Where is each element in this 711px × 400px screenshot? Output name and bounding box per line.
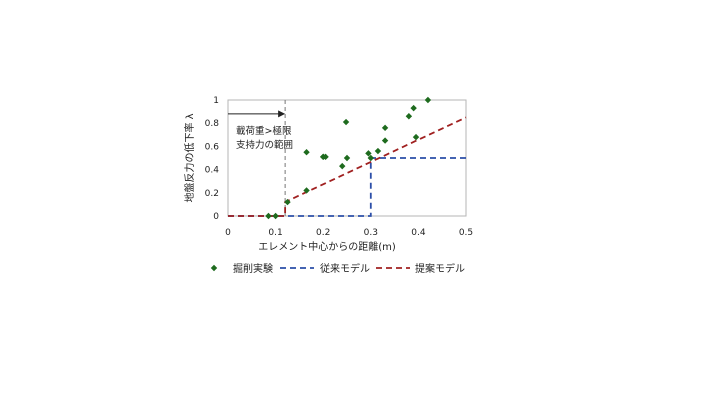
- y-tick-label: 0: [213, 212, 219, 222]
- legend-label: 従来モデル: [320, 262, 370, 275]
- y-tick-label: 0.8: [205, 119, 220, 129]
- x-tick-labels: 0 0.1 0.2 0.3 0.4 0.5: [225, 228, 473, 238]
- data-point: [405, 113, 413, 120]
- data-point: [367, 154, 374, 162]
- x-tick-label: 0.4: [411, 228, 426, 238]
- data-point: [412, 133, 420, 141]
- y-axis-label: 地盤反力の低下率 λ: [183, 113, 196, 202]
- annotation-line-2: 支持力の範囲: [236, 139, 293, 151]
- y-tick-label: 1: [213, 96, 219, 106]
- data-point: [339, 162, 346, 170]
- data-point: [374, 147, 382, 155]
- legend-label: 掘削実験: [233, 262, 273, 275]
- range-arrowhead: [278, 110, 286, 118]
- x-tick-label: 0.3: [364, 228, 378, 238]
- data-point: [342, 118, 350, 126]
- annotation-line-1: 載荷重>極限: [236, 125, 292, 137]
- data-point: [265, 212, 272, 220]
- data-point: [381, 124, 389, 132]
- series-line-1: [228, 157, 466, 217]
- data-point: [410, 104, 417, 112]
- data-point: [381, 137, 389, 144]
- data-point: [272, 212, 279, 220]
- y-tick-label: 0.6: [205, 142, 220, 152]
- x-tick-label: 0.5: [459, 228, 473, 238]
- legend: 掘削実験 従来モデル 提案モデル: [210, 262, 465, 275]
- annotation: 載荷重>極限 支持力の範囲: [228, 100, 293, 216]
- y-tick-label: 0.2: [205, 189, 219, 199]
- series-layer: [228, 96, 467, 220]
- x-tick-label: 0.1: [268, 228, 282, 238]
- y-tick-labels: 0 0.2 0.4 0.6 0.8 1: [205, 96, 220, 222]
- x-axis-label: エレメント中心からの距離(m): [258, 240, 396, 253]
- legend-label: 提案モデル: [415, 262, 465, 275]
- data-point: [424, 96, 432, 104]
- data-point: [303, 149, 310, 156]
- y-tick-label: 0.4: [205, 166, 220, 176]
- data-point: [284, 198, 291, 206]
- data-point: [322, 153, 329, 161]
- x-tick-label: 0: [225, 228, 231, 238]
- data-point: [365, 150, 372, 157]
- legend-marker: [210, 264, 218, 272]
- data-point: [343, 154, 351, 162]
- x-tick-label: 0.2: [316, 228, 330, 238]
- series-line-2: [228, 116, 467, 217]
- data-point: [303, 187, 310, 194]
